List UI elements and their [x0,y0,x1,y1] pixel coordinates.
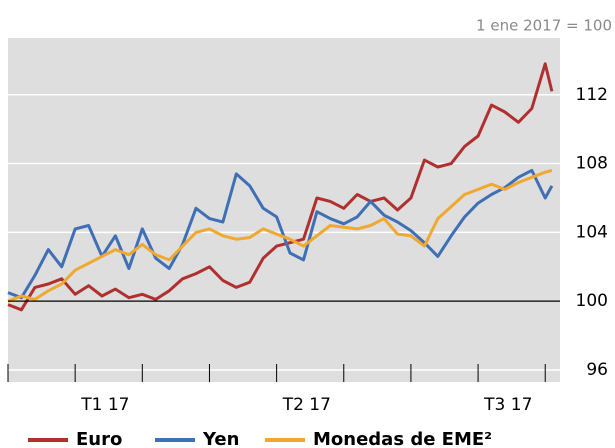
series-line [7,168,553,303]
plot-area [8,38,560,382]
series-line [7,168,554,300]
x-tick-label: T1 17 [80,395,129,415]
y-tick-label: 96 [586,360,608,380]
index-note: 1 ene 2017 = 100 [476,17,612,35]
x-tick-label: T3 17 [483,395,532,415]
y-tick-label: 104 [576,222,608,242]
y-tick-label: 112 [576,85,608,105]
legend-label: Monedas de EME² [313,429,492,448]
legend-label: Euro [76,429,122,448]
y-tick-label: 100 [576,291,608,311]
series-line [7,62,554,312]
legend-label: Yen [202,429,239,448]
x-tick-label: T2 17 [282,395,331,415]
y-tick-label: 108 [576,154,608,174]
